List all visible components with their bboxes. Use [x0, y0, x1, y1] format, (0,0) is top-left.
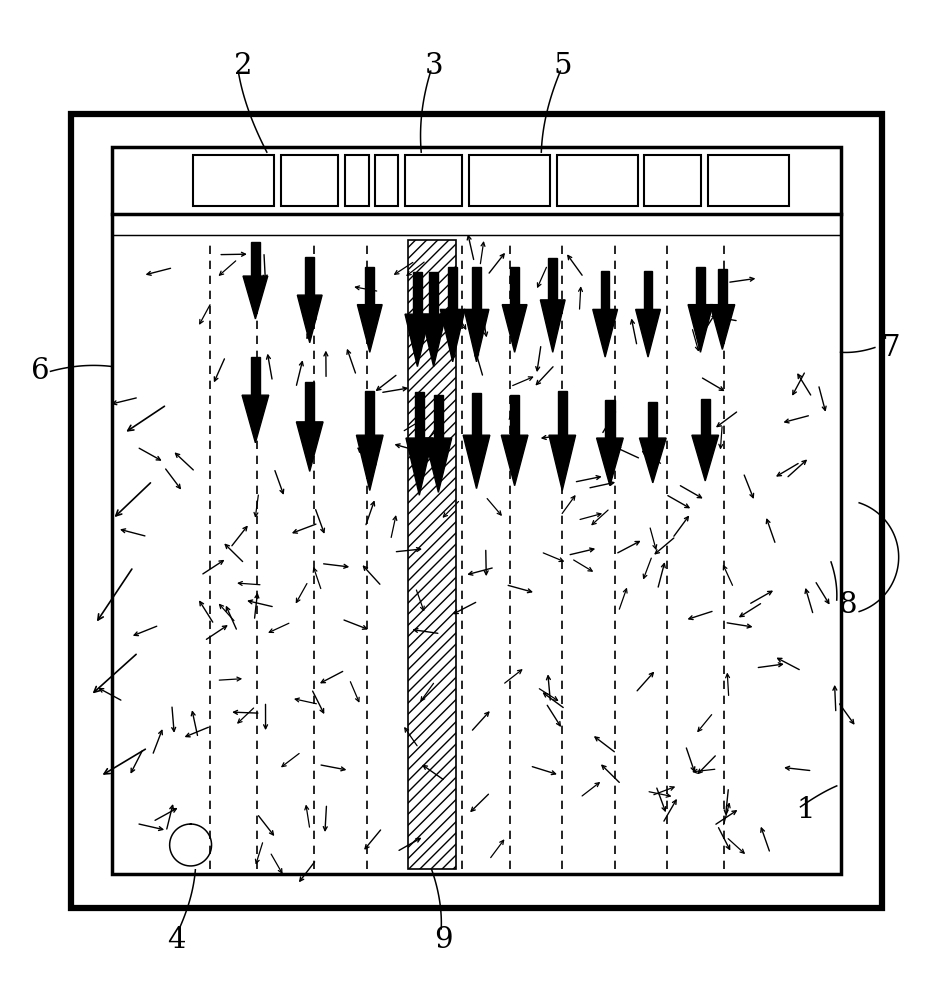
Text: 4: 4: [167, 926, 186, 954]
Bar: [644, 155, 701, 206]
Bar: [468, 155, 549, 206]
Bar: [647, 402, 657, 438]
Bar: [557, 391, 566, 435]
Text: 3: 3: [424, 52, 443, 80]
Bar: [414, 392, 424, 438]
Polygon shape: [357, 305, 382, 352]
Text: 7: 7: [881, 334, 900, 362]
Bar: [365, 391, 374, 435]
Polygon shape: [596, 438, 623, 486]
Polygon shape: [464, 309, 488, 362]
Bar: [447, 267, 457, 309]
Bar: [250, 242, 260, 276]
Bar: [509, 267, 519, 305]
Polygon shape: [501, 435, 527, 486]
Polygon shape: [440, 309, 465, 362]
Bar: [405, 155, 462, 206]
Bar: [600, 271, 609, 309]
Text: 2: 2: [233, 52, 252, 80]
Polygon shape: [356, 435, 383, 490]
Bar: [556, 155, 637, 206]
Polygon shape: [639, 438, 665, 483]
Bar: [193, 155, 274, 206]
Text: 1: 1: [795, 796, 814, 824]
Bar: [407, 240, 455, 869]
Bar: [547, 258, 557, 300]
Polygon shape: [687, 305, 712, 352]
Polygon shape: [425, 438, 451, 492]
Text: 6: 6: [30, 357, 50, 385]
Bar: [471, 393, 481, 435]
Polygon shape: [242, 395, 268, 443]
Bar: [707, 155, 788, 206]
Bar: [305, 257, 314, 295]
Bar: [71, 114, 881, 908]
Bar: [428, 272, 438, 314]
Bar: [695, 267, 704, 305]
Bar: [365, 267, 374, 305]
Bar: [700, 399, 709, 435]
Bar: [250, 357, 260, 395]
Polygon shape: [548, 435, 575, 490]
Bar: [412, 272, 422, 314]
Bar: [509, 395, 519, 435]
Text: 5: 5: [552, 52, 571, 80]
Polygon shape: [243, 276, 268, 319]
Bar: [605, 400, 614, 438]
Polygon shape: [296, 422, 323, 471]
Bar: [717, 269, 726, 305]
Bar: [471, 267, 481, 309]
Bar: [281, 155, 338, 206]
Polygon shape: [635, 309, 660, 357]
Polygon shape: [592, 309, 617, 357]
Bar: [643, 271, 652, 309]
Bar: [374, 155, 398, 206]
Bar: [112, 147, 840, 874]
Polygon shape: [406, 438, 432, 495]
Bar: [433, 395, 443, 438]
Polygon shape: [540, 300, 565, 352]
Text: 9: 9: [433, 926, 452, 954]
Polygon shape: [421, 314, 446, 367]
Polygon shape: [405, 314, 429, 367]
Polygon shape: [297, 295, 322, 343]
Polygon shape: [502, 305, 526, 352]
Text: 8: 8: [838, 591, 857, 619]
Bar: [305, 382, 314, 422]
Polygon shape: [709, 305, 734, 349]
Polygon shape: [691, 435, 718, 481]
Polygon shape: [463, 435, 489, 489]
Bar: [345, 155, 368, 206]
